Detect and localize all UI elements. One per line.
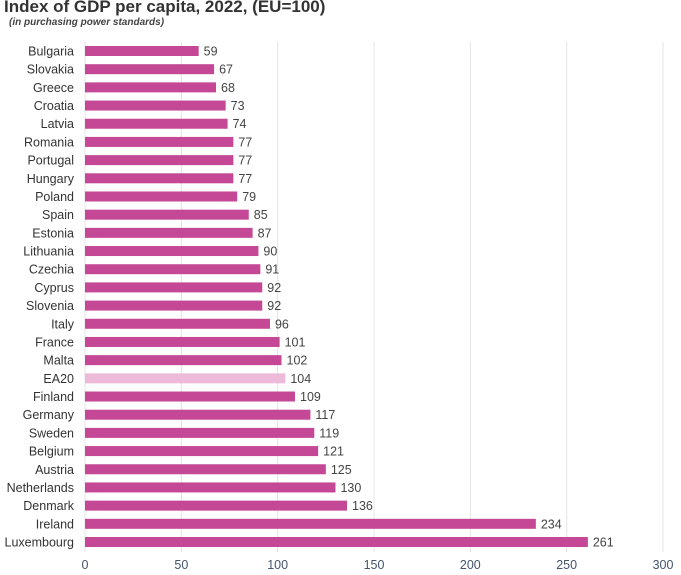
bar-croatia [85,100,226,111]
category-label: Czechia [29,263,74,277]
x-tick-label: 250 [556,558,577,572]
value-label: 77 [238,172,252,186]
bar-spain [85,209,249,220]
category-label: Malta [43,354,74,368]
chart-subtitle: (in purchasing power standards) [9,17,165,28]
category-label: Ireland [36,517,74,531]
category-label: EA20 [43,372,74,386]
value-label: 77 [238,135,252,149]
value-label: 117 [315,408,335,422]
value-label: 91 [265,263,279,277]
bar-cyprus [85,282,263,293]
value-label: 90 [263,245,277,259]
x-tick-label: 0 [82,558,89,572]
value-label: 102 [287,354,308,368]
category-label: Romania [24,135,74,149]
bar-hungary [85,173,234,184]
bar-belgium [85,446,319,457]
category-label: Sweden [29,426,74,440]
category-label: Hungary [27,172,75,186]
bar-latvia [85,118,228,129]
category-label: Denmark [23,499,74,513]
value-label: 92 [267,281,281,295]
value-label: 77 [238,154,252,168]
x-tick-label: 300 [653,558,674,572]
value-label: 119 [319,426,339,440]
x-tick-label: 50 [174,558,188,572]
x-tick-label: 150 [364,558,385,572]
value-label: 130 [340,481,361,495]
bar-slovenia [85,300,263,311]
value-label: 67 [219,63,233,77]
bar-malta [85,355,282,366]
bar-sweden [85,427,315,438]
category-label: Estonia [32,226,74,240]
bar-luxembourg [85,537,588,547]
bar-france [85,336,280,347]
value-label: 59 [204,45,218,59]
bar-slovakia [85,64,215,75]
value-label: 74 [233,117,247,131]
category-label: Finland [33,390,74,404]
labels: 0 50 100 150 200 250 300 Bulgaria 59 Slovakia 67 Gr… [5,45,674,573]
category-label: Netherlands [7,481,74,495]
category-label: Greece [33,81,74,95]
bar-italy [85,318,270,329]
category-label: Germany [23,408,75,422]
bar-bulgaria [85,46,199,56]
category-label: Lithuania [23,245,74,259]
x-tick-label: 200 [460,558,481,572]
category-label: Slovenia [26,299,74,313]
category-label: Croatia [34,99,74,113]
value-label: 234 [541,517,562,531]
category-label: Spain [42,208,74,222]
bar-portugal [85,155,234,166]
gridlines [84,42,664,552]
bar-ea20 [85,373,286,384]
chart-title: Index of GDP per capita, 2022, (EU=100) [4,0,326,16]
category-label: Slovakia [27,63,74,77]
bar-poland [85,191,238,202]
category-label: Bulgaria [28,45,74,59]
bar-netherlands [85,482,336,493]
bars [85,46,588,547]
category-label: Austria [35,463,74,477]
bar-czechia [85,264,261,275]
category-label: France [35,335,74,349]
value-label: 79 [242,190,256,204]
value-label: 101 [285,335,306,349]
value-label: 87 [258,226,272,240]
value-label: 121 [323,445,344,459]
bar-estonia [85,227,253,238]
category-label: Luxembourg [5,536,75,550]
value-label: 96 [275,317,289,331]
bar-finland [85,391,296,402]
bar-germany [85,409,311,420]
bar-greece [85,82,217,93]
category-label: Poland [35,190,74,204]
bar-ireland [85,518,536,529]
bar-lithuania [85,246,259,257]
value-label: 85 [254,208,268,222]
value-label: 125 [331,463,352,477]
category-label: Italy [51,317,75,331]
bar-romania [85,136,234,147]
category-label: Cyprus [34,281,74,295]
bar-austria [85,464,326,475]
x-tick-label: 100 [267,558,288,572]
category-label: Belgium [29,445,74,459]
value-label: 92 [267,299,281,313]
value-label: 73 [231,99,245,113]
bar-denmark [85,500,348,511]
category-label: Latvia [41,117,74,131]
value-label: 104 [290,372,311,386]
value-label: 68 [221,81,235,95]
value-label: 136 [352,499,373,513]
category-label: Portugal [27,154,74,168]
value-label: 109 [300,390,321,404]
value-label: 261 [593,536,614,550]
